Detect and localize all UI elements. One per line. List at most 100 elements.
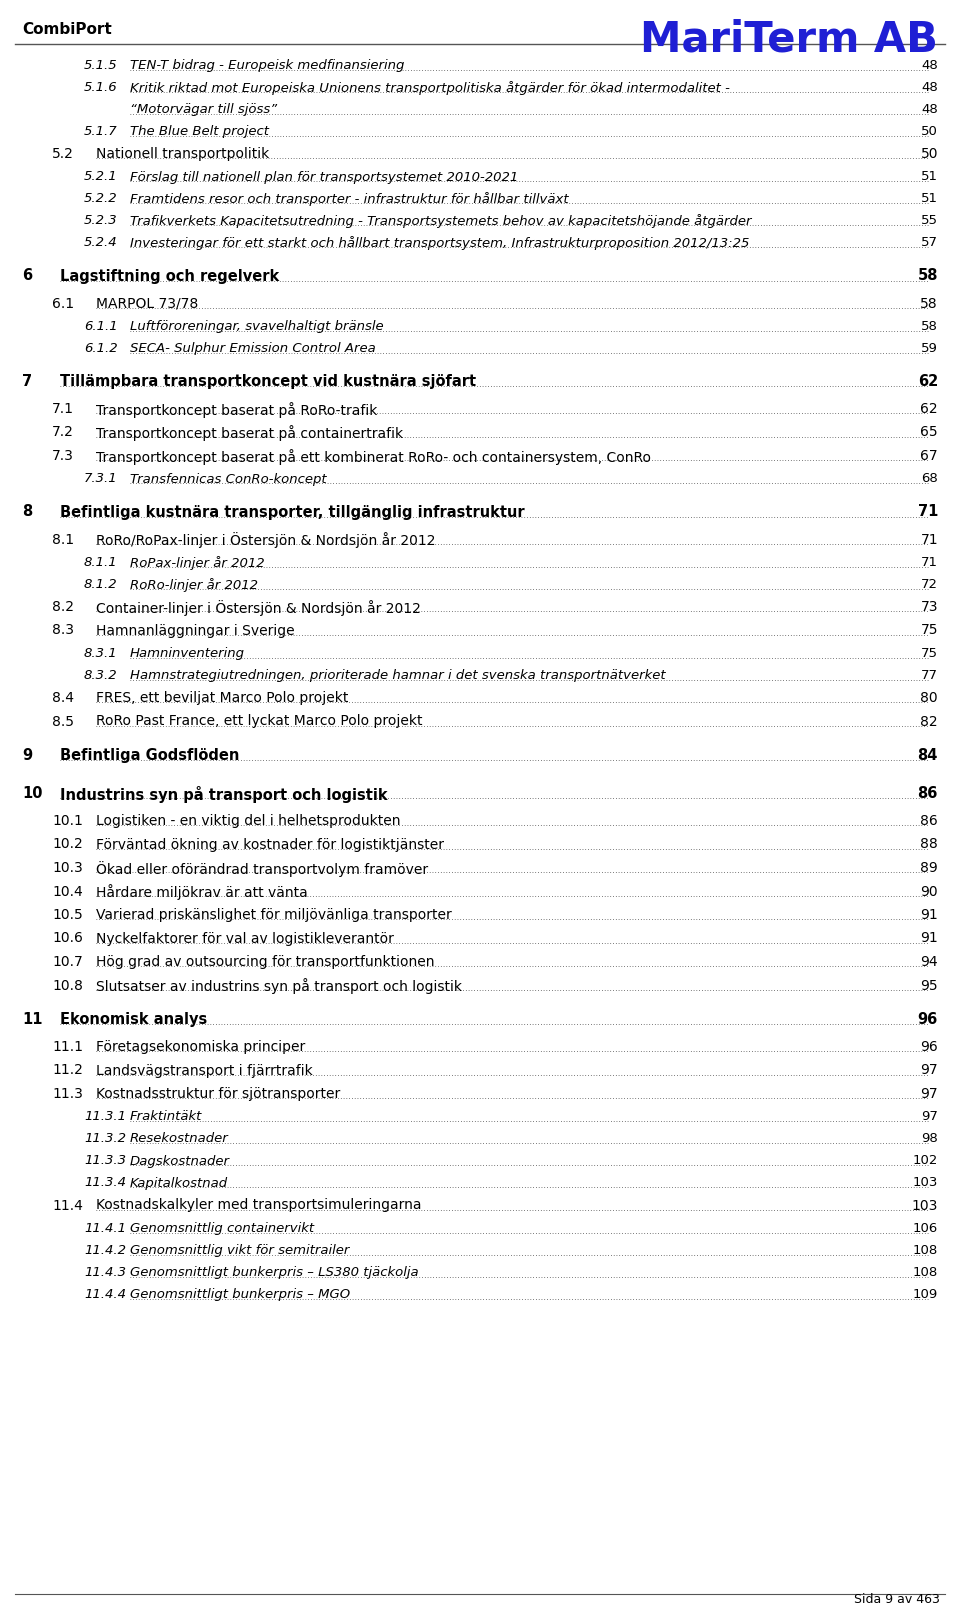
Text: Trafikverkets Kapacitetsutredning - Transportsystemets behov av kapacitetshöjand: Trafikverkets Kapacitetsutredning - Tran… (130, 214, 752, 229)
Text: 62: 62 (921, 402, 938, 415)
Text: 59: 59 (922, 342, 938, 355)
Text: 86: 86 (921, 814, 938, 827)
Text: SECA- Sulphur Emission Control Area: SECA- Sulphur Emission Control Area (130, 342, 375, 355)
Text: 77: 77 (921, 668, 938, 681)
Text: 11.3.2: 11.3.2 (84, 1132, 126, 1145)
Text: 8.3.2: 8.3.2 (84, 668, 118, 681)
Text: 11.3.3: 11.3.3 (84, 1155, 126, 1168)
Text: 8.1.2: 8.1.2 (84, 577, 118, 590)
Text: 11.3.1: 11.3.1 (84, 1111, 126, 1124)
Text: 11.3.4: 11.3.4 (84, 1176, 126, 1189)
Text: Transportkoncept baserat på ett kombinerat RoRo- och containersystem, ConRo: Transportkoncept baserat på ett kombiner… (96, 449, 651, 466)
Text: 8.2: 8.2 (52, 600, 74, 615)
Text: 5.2.2: 5.2.2 (84, 193, 118, 206)
Text: Befintliga Godsflöden: Befintliga Godsflöden (60, 748, 239, 762)
Text: 51: 51 (921, 193, 938, 206)
Text: Sida 9 av 463: Sida 9 av 463 (854, 1593, 940, 1606)
Text: 109: 109 (913, 1288, 938, 1301)
Text: Kritik riktad mot Europeiska Unionens transportpolitiska åtgärder för ökad inter: Kritik riktad mot Europeiska Unionens tr… (130, 81, 730, 96)
Text: 72: 72 (921, 577, 938, 590)
Text: 5.1.5: 5.1.5 (84, 58, 118, 71)
Text: Genomsnittlig vikt för semitrailer: Genomsnittlig vikt för semitrailer (130, 1244, 349, 1257)
Text: Företagsekonomiska principer: Företagsekonomiska principer (96, 1040, 305, 1054)
Text: 50: 50 (921, 148, 938, 161)
Text: 10.7: 10.7 (52, 955, 83, 968)
Text: “Motorvägar till sjöss”: “Motorvägar till sjöss” (130, 104, 277, 117)
Text: 50: 50 (922, 125, 938, 138)
Text: 58: 58 (921, 297, 938, 310)
Text: 11.1: 11.1 (52, 1040, 83, 1054)
Text: Fraktintäkt: Fraktintäkt (130, 1111, 203, 1124)
Text: Ekonomisk analys: Ekonomisk analys (60, 1012, 207, 1027)
Text: Genomsnittlig containervikt: Genomsnittlig containervikt (130, 1221, 314, 1234)
Text: Kostnadskalkyler med transportsimuleringarna: Kostnadskalkyler med transportsimulering… (96, 1199, 421, 1213)
Text: 80: 80 (921, 691, 938, 706)
Text: 106: 106 (913, 1221, 938, 1234)
Text: Landsvägstransport i fjärrtrafik: Landsvägstransport i fjärrtrafik (96, 1064, 313, 1077)
Text: 10.2: 10.2 (52, 837, 83, 852)
Text: 5.1.6: 5.1.6 (84, 81, 118, 94)
Text: Dagskostnader: Dagskostnader (130, 1155, 230, 1168)
Text: 11.4: 11.4 (52, 1199, 83, 1213)
Text: 8.3: 8.3 (52, 623, 74, 637)
Text: 95: 95 (921, 978, 938, 993)
Text: Förslag till nationell plan för transportsystemet 2010-2021: Förslag till nationell plan för transpor… (130, 170, 518, 183)
Text: 86: 86 (918, 787, 938, 801)
Text: 108: 108 (913, 1244, 938, 1257)
Text: 55: 55 (921, 214, 938, 227)
Text: 6.1.2: 6.1.2 (84, 342, 118, 355)
Text: Nyckelfaktorer för val av logistikleverantör: Nyckelfaktorer för val av logistiklevera… (96, 931, 394, 946)
Text: 65: 65 (921, 425, 938, 440)
Text: Luftföroreningar, svavelhaltigt bränsle: Luftföroreningar, svavelhaltigt bränsle (130, 320, 384, 333)
Text: 71: 71 (921, 532, 938, 547)
Text: 11.4.1: 11.4.1 (84, 1221, 126, 1234)
Text: 8.1.1: 8.1.1 (84, 556, 118, 569)
Text: 6.1.1: 6.1.1 (84, 320, 118, 333)
Text: 7.2: 7.2 (52, 425, 74, 440)
Text: 8.3.1: 8.3.1 (84, 647, 118, 660)
Text: RoRo Past France, ett lyckat Marco Polo projekt: RoRo Past France, ett lyckat Marco Polo … (96, 715, 422, 728)
Text: 71: 71 (918, 504, 938, 519)
Text: 10.6: 10.6 (52, 931, 83, 946)
Text: 5.2: 5.2 (52, 148, 74, 161)
Text: MariTerm AB: MariTerm AB (640, 18, 938, 60)
Text: Genomsnittligt bunkerpris – LS380 tjäckolja: Genomsnittligt bunkerpris – LS380 tjäcko… (130, 1267, 419, 1280)
Text: 11.4.4: 11.4.4 (84, 1288, 126, 1301)
Text: 57: 57 (921, 237, 938, 250)
Text: 98: 98 (922, 1132, 938, 1145)
Text: Kapitalkostnad: Kapitalkostnad (130, 1176, 228, 1189)
Text: 90: 90 (921, 884, 938, 899)
Text: 11.4.2: 11.4.2 (84, 1244, 126, 1257)
Text: 48: 48 (922, 104, 938, 117)
Text: 10: 10 (22, 787, 42, 801)
Text: 73: 73 (921, 600, 938, 615)
Text: Förväntad ökning av kostnader för logistiktjänster: Förväntad ökning av kostnader för logist… (96, 837, 444, 852)
Text: 62: 62 (918, 375, 938, 389)
Text: 11.3: 11.3 (52, 1087, 83, 1101)
Text: 6.1: 6.1 (52, 297, 74, 310)
Text: 11.4.3: 11.4.3 (84, 1267, 126, 1280)
Text: Genomsnittligt bunkerpris – MGO: Genomsnittligt bunkerpris – MGO (130, 1288, 350, 1301)
Text: Hårdare miljökrav är att vänta: Hårdare miljökrav är att vänta (96, 884, 308, 900)
Text: RoPax-linjer år 2012: RoPax-linjer år 2012 (130, 556, 265, 569)
Text: Slutsatser av industrins syn på transport och logistik: Slutsatser av industrins syn på transpor… (96, 978, 462, 994)
Text: 8: 8 (22, 504, 33, 519)
Text: Tillämpbara transportkoncept vid kustnära sjöfart: Tillämpbara transportkoncept vid kustnär… (60, 375, 476, 389)
Text: 94: 94 (921, 955, 938, 968)
Text: Container-linjer i Östersjön & Nordsjön år 2012: Container-linjer i Östersjön & Nordsjön … (96, 600, 420, 616)
Text: 48: 48 (922, 58, 938, 71)
Text: 58: 58 (922, 320, 938, 333)
Text: 97: 97 (921, 1087, 938, 1101)
Text: 7.3: 7.3 (52, 449, 74, 462)
Text: 5.2.1: 5.2.1 (84, 170, 118, 183)
Text: 84: 84 (918, 748, 938, 762)
Text: 97: 97 (921, 1064, 938, 1077)
Text: 48: 48 (922, 81, 938, 94)
Text: Varierad priskänslighet för miljövänliga transporter: Varierad priskänslighet för miljövänliga… (96, 908, 452, 921)
Text: MARPOL 73/78: MARPOL 73/78 (96, 297, 199, 310)
Text: 103: 103 (912, 1199, 938, 1213)
Text: 5.2.3: 5.2.3 (84, 214, 118, 227)
Text: Framtidens resor och transporter - infrastruktur för hållbar tillväxt: Framtidens resor och transporter - infra… (130, 193, 568, 206)
Text: 10.1: 10.1 (52, 814, 83, 827)
Text: 82: 82 (921, 715, 938, 728)
